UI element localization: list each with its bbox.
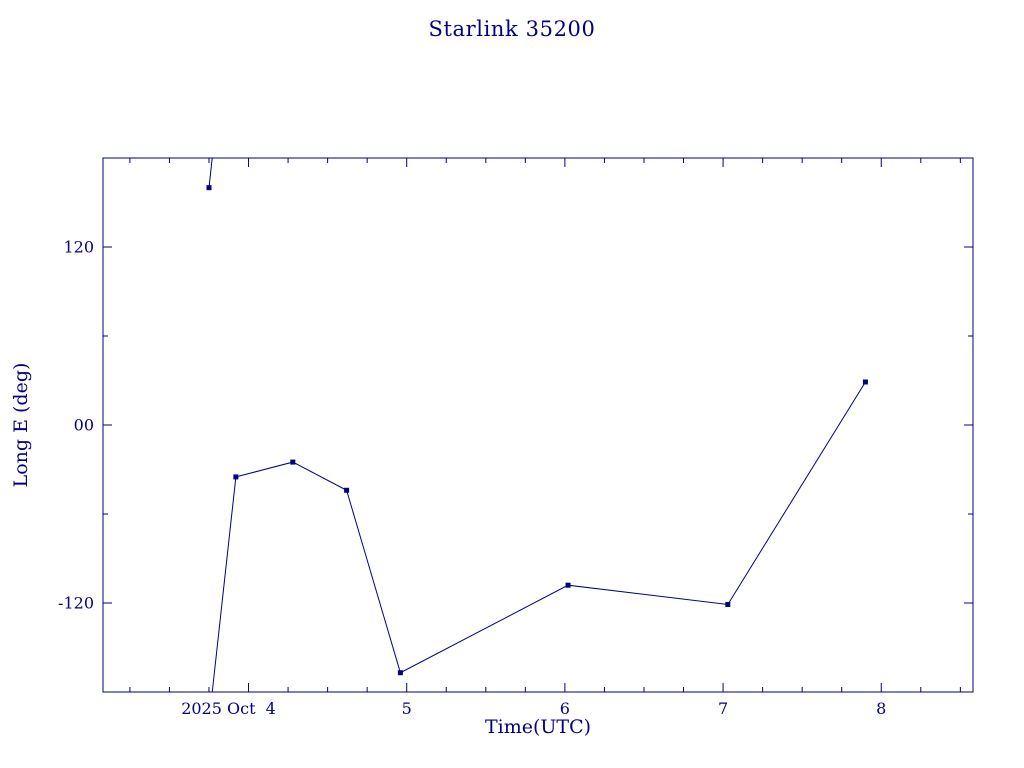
x-axis-label: Time(UTC) — [484, 716, 592, 738]
chart-title: Starlink 35200 — [428, 17, 596, 41]
plot-frame — [102, 157, 974, 693]
x-tick-label: 5 — [402, 699, 412, 718]
y-tick-label: 00 — [74, 416, 94, 435]
data-point-marker — [397, 670, 403, 676]
x-tick-label: 7 — [718, 699, 728, 718]
y-tick-label: -120 — [58, 594, 94, 613]
x-tick-label: 2025 Oct 4 — [181, 699, 276, 718]
data-point-marker — [862, 379, 868, 385]
x-tick-label: 6 — [560, 699, 570, 718]
data-point-marker — [565, 582, 571, 588]
data-line — [208, 157, 866, 693]
data-point-marker — [725, 601, 731, 607]
data-point-marker — [206, 185, 212, 191]
y-tick-label: 120 — [63, 238, 94, 257]
data-point-marker — [290, 459, 296, 465]
data-point-marker — [344, 487, 350, 493]
data-point-marker — [233, 474, 239, 480]
x-tick-label: 8 — [876, 699, 886, 718]
